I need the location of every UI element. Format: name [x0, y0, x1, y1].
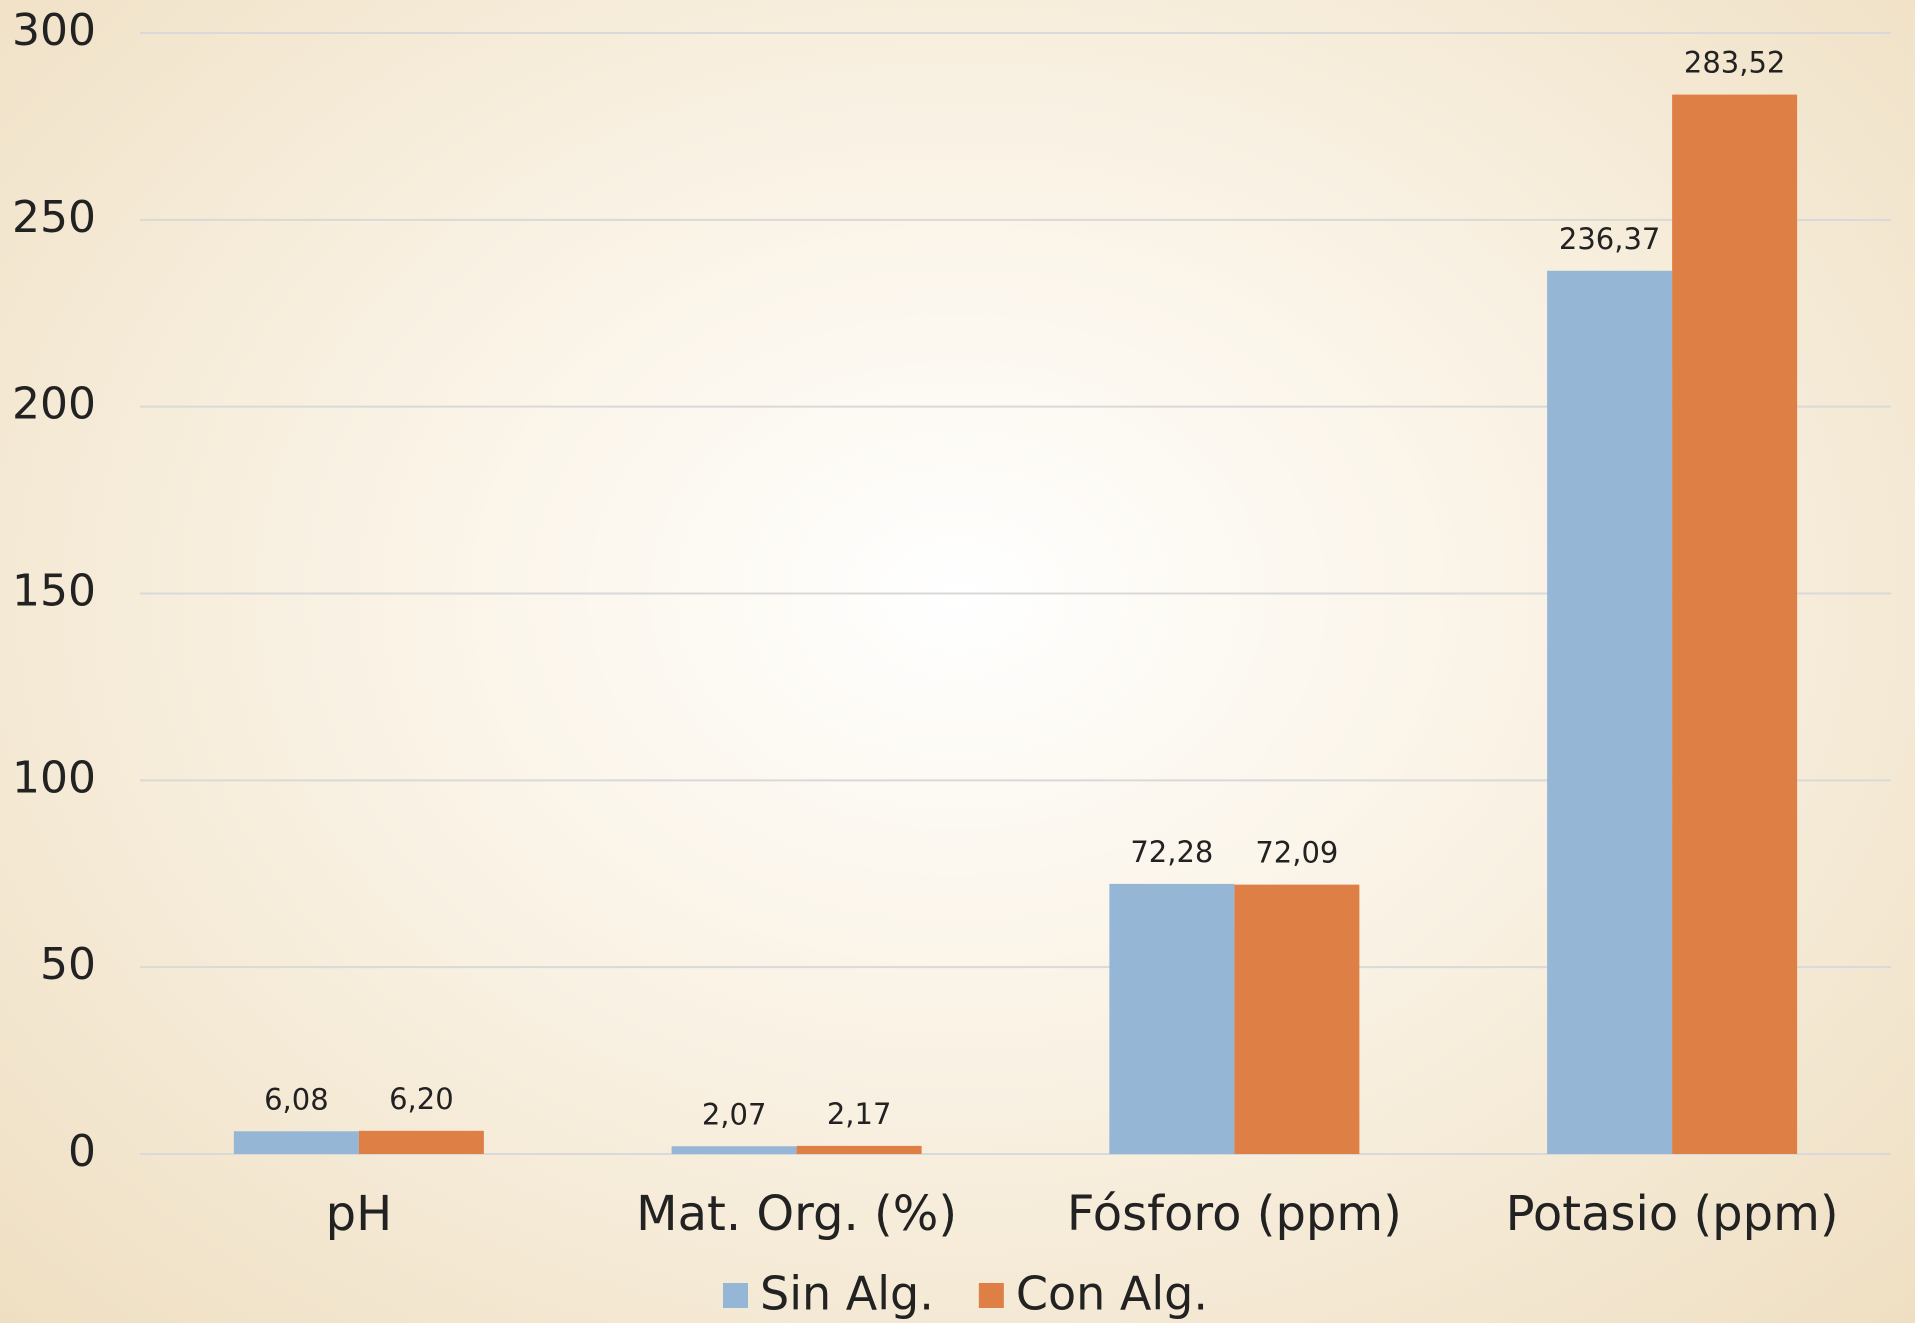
- data-label: 6,20: [389, 1082, 454, 1116]
- data-label: 2,07: [702, 1097, 767, 1131]
- data-label: 283,52: [1684, 46, 1785, 80]
- x-tick-label: pH: [326, 1186, 393, 1242]
- bar: [796, 1145, 922, 1154]
- bar: [1672, 94, 1798, 1154]
- legend-swatch: [978, 1283, 1004, 1308]
- x-tick-label: Mat. Org. (%): [636, 1186, 957, 1242]
- data-label: 236,37: [1559, 222, 1660, 256]
- data-label: 2,17: [827, 1097, 892, 1131]
- y-tick-label: 150: [12, 566, 96, 617]
- y-tick-label: 200: [12, 379, 96, 430]
- y-tick-label: 50: [40, 939, 96, 990]
- legend-label: Con Alg.: [1016, 1267, 1208, 1321]
- bar: [358, 1130, 484, 1154]
- data-label: 72,09: [1255, 836, 1338, 870]
- bar: [1547, 270, 1673, 1154]
- data-label: 6,08: [264, 1082, 329, 1116]
- x-tick-label: Fósforo (ppm): [1067, 1186, 1402, 1242]
- legend-swatch: [723, 1283, 748, 1308]
- y-tick-label: 300: [12, 5, 96, 56]
- legend-label: Sin Alg.: [760, 1267, 934, 1321]
- y-tick-label: 250: [12, 192, 96, 243]
- bar: [1234, 884, 1360, 1154]
- bar: [233, 1131, 359, 1154]
- bar: [1109, 883, 1235, 1154]
- y-tick-label: 100: [12, 752, 96, 803]
- x-tick-label: Potasio (ppm): [1506, 1186, 1839, 1242]
- bar: [671, 1146, 797, 1154]
- y-tick-label: 0: [68, 1126, 96, 1177]
- data-label: 72,28: [1130, 835, 1213, 869]
